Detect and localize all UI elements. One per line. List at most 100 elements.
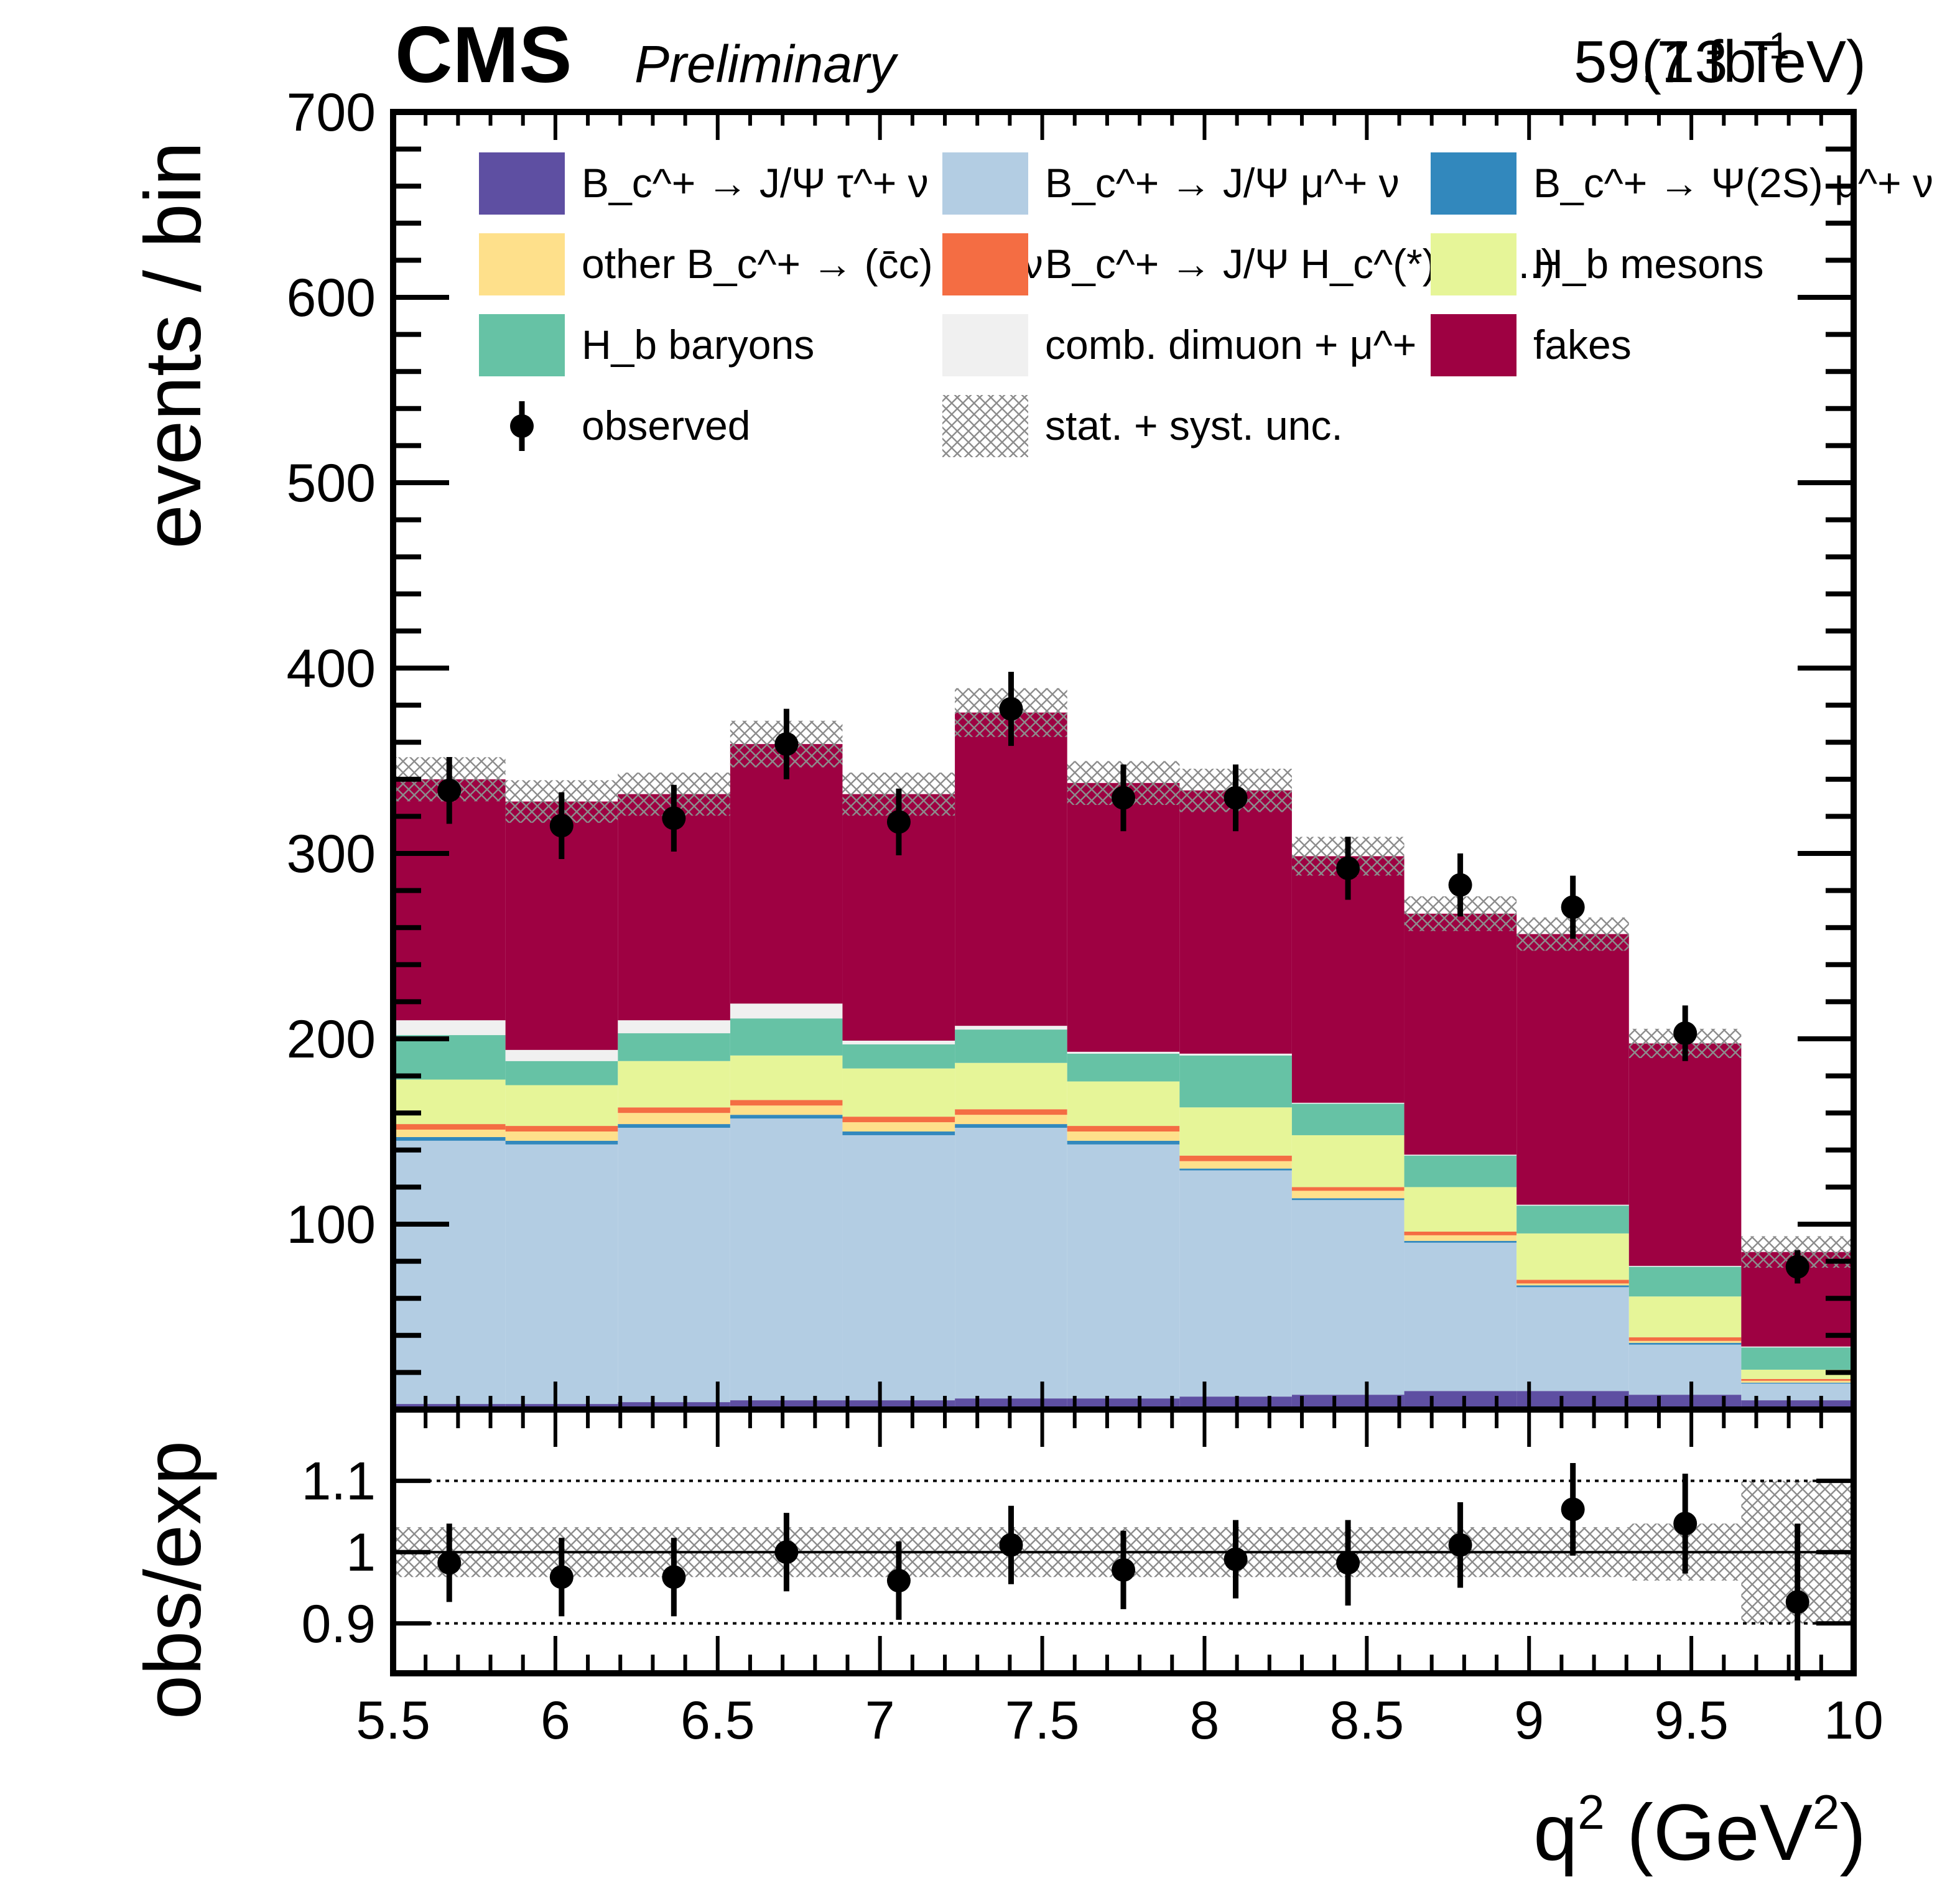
observed-point-2 (662, 806, 686, 830)
bar-segment-5-bin-10 (1516, 1233, 1629, 1280)
bar-segment-8-bin-11 (1628, 1043, 1742, 1266)
bar-segment-4-bin-11 (1628, 1337, 1742, 1341)
legend-swatch-2 (1431, 152, 1516, 215)
bar-segment-6-bin-9 (1404, 1155, 1517, 1187)
bar-segment-3-bin-10 (1516, 1283, 1629, 1286)
bar-segment-8-bin-3 (730, 744, 843, 1004)
bar-segment-7-bin-10 (1516, 1204, 1629, 1206)
bar-segment-5-bin-2 (618, 1061, 730, 1108)
ratio-y-tick-label: 1 (346, 1523, 376, 1582)
bar-segment-0-bin-11 (1628, 1395, 1742, 1410)
x-tick-label: 7 (865, 1691, 895, 1750)
legend-swatch-6 (479, 314, 565, 376)
observed-point-4 (886, 810, 911, 834)
bar-segment-1-bin-12 (1741, 1383, 1854, 1401)
lumi-exponent: -1 (1757, 25, 1790, 67)
legend-observed-marker (510, 414, 534, 438)
legend-label-1: B_c^+ → J/Ψ μ^+ ν (1045, 160, 1400, 206)
bar-segment-4-bin-2 (618, 1107, 730, 1113)
y-tick-label: 200 (287, 1010, 376, 1069)
bar-segment-3-bin-3 (730, 1105, 843, 1115)
x-tick-label: 9 (1514, 1691, 1544, 1750)
bar-segment-6-bin-10 (1516, 1206, 1629, 1234)
bar-segment-5-bin-1 (505, 1085, 618, 1127)
bar-segment-3-bin-7 (1179, 1161, 1292, 1169)
bar-segment-7-bin-5 (955, 1026, 1067, 1030)
lumi-value: 59.7 fb (1574, 29, 1757, 95)
bar-segment-1-bin-0 (393, 1140, 506, 1405)
bar-segment-2-bin-1 (505, 1140, 618, 1145)
bar-segment-7-bin-3 (730, 1003, 843, 1019)
bar-segment-2-bin-7 (1179, 1168, 1292, 1171)
ratio-point-10 (1561, 1497, 1585, 1522)
bar-segment-2-bin-0 (393, 1136, 506, 1141)
ratio-point-8 (1336, 1551, 1360, 1575)
bar-segment-5-bin-8 (1291, 1135, 1405, 1187)
bar-segment-5-bin-11 (1628, 1296, 1742, 1337)
bar-segment-2-bin-3 (730, 1115, 843, 1119)
legend-label-7: comb. dimuon + μ^+ (1045, 322, 1416, 368)
bar-segment-6-bin-11 (1628, 1266, 1742, 1297)
bar-segment-4-bin-8 (1291, 1187, 1405, 1191)
bar-segment-5-bin-3 (730, 1055, 843, 1100)
y-tick-label: 500 (287, 453, 376, 513)
bar-segment-0-bin-2 (618, 1402, 730, 1410)
bar-segment-6-bin-3 (730, 1018, 843, 1056)
bar-segment-2-bin-11 (1628, 1342, 1742, 1345)
legend-swatch-7 (942, 314, 1028, 376)
ratio-point-4 (886, 1569, 911, 1593)
bar-segment-4-bin-6 (1067, 1126, 1180, 1131)
observed-point-5 (999, 697, 1023, 721)
bar-segment-2-bin-6 (1067, 1140, 1180, 1145)
observed-point-9 (1448, 873, 1472, 897)
ratio-point-5 (999, 1533, 1023, 1557)
x-tick-label: 9.5 (1654, 1691, 1729, 1750)
legend-swatch-3 (479, 233, 565, 295)
bar-segment-3-bin-12 (1741, 1380, 1854, 1383)
legend-uncertainty-swatch (942, 395, 1028, 457)
bar-segment-1-bin-1 (505, 1144, 618, 1405)
bar-segment-6-bin-7 (1179, 1055, 1292, 1108)
x-tick-label: 10 (1824, 1691, 1883, 1750)
bar-segment-4-bin-9 (1404, 1231, 1517, 1235)
ratio-frame (390, 1406, 1857, 1676)
bar-segment-1-bin-5 (955, 1128, 1067, 1399)
bar-segment-5-bin-0 (393, 1079, 506, 1125)
bar-segment-4-bin-10 (1516, 1280, 1629, 1284)
legend-label-10: stat. + syst. unc. (1045, 402, 1343, 448)
bar-segment-4-bin-3 (730, 1100, 843, 1106)
bar-segment-5-bin-12 (1741, 1369, 1854, 1379)
bar-segment-8-bin-5 (955, 712, 1067, 1026)
bar-segment-6-bin-5 (955, 1029, 1067, 1063)
bar-segment-6-bin-0 (393, 1035, 506, 1080)
legend-swatch-8 (1431, 314, 1516, 376)
bar-segment-7-bin-0 (393, 1020, 506, 1036)
bar-segment-3-bin-0 (393, 1130, 506, 1137)
observed-point-1 (549, 814, 574, 838)
ratio-point-7 (1224, 1547, 1248, 1571)
energy-label: (13 TeV) (1642, 29, 1866, 95)
bar-segment-3-bin-5 (955, 1115, 1067, 1125)
legend-label-9: observed (582, 402, 751, 448)
y-axis-label-events: events / bin (129, 142, 218, 549)
bar-segment-8-bin-9 (1404, 913, 1517, 1155)
legend-swatch-4 (942, 233, 1028, 295)
bar-segment-3-bin-8 (1291, 1191, 1405, 1199)
bar-segment-1-bin-6 (1067, 1144, 1180, 1399)
observed-point-10 (1561, 895, 1585, 919)
bar-segment-2-bin-2 (618, 1124, 730, 1128)
y-tick-label: 300 (287, 824, 376, 884)
legend-label-6: H_b baryons (582, 322, 814, 368)
bar-segment-6-bin-2 (618, 1033, 730, 1061)
bar-segment-3-bin-2 (618, 1113, 730, 1125)
observed-point-7 (1224, 786, 1248, 810)
bar-segment-4-bin-7 (1179, 1155, 1292, 1161)
bar-segment-4-bin-5 (955, 1109, 1067, 1115)
x-tick-label: 5.5 (356, 1691, 430, 1750)
y-tick-label: 400 (287, 639, 376, 699)
bar-segment-1-bin-8 (1291, 1200, 1405, 1395)
ratio-point-2 (662, 1565, 686, 1589)
bar-segment-3-bin-11 (1628, 1340, 1742, 1343)
bar-segment-2-bin-10 (1516, 1285, 1629, 1288)
bar-segment-1-bin-2 (618, 1128, 730, 1403)
